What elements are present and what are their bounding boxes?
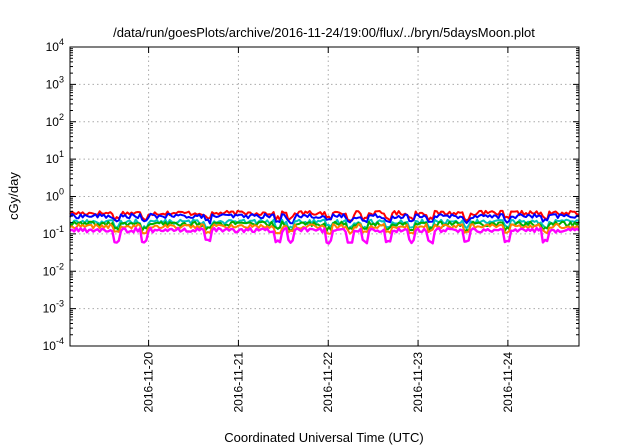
x-tick-label: 2016-11-24 [501, 352, 515, 413]
x-tick-label: 2016-11-20 [142, 352, 156, 413]
chart-title: /data/run/goesPlots/archive/2016-11-24/1… [113, 25, 535, 40]
y-tick-label: 103 [46, 74, 64, 91]
y-tick-label: 102 [46, 112, 64, 129]
y-tick-label: 100 [46, 187, 64, 204]
series-group [69, 209, 580, 245]
x-tick-label: 2016-11-23 [411, 352, 425, 413]
series-line [69, 226, 580, 245]
x-axis-label: Coordinated Universal Time (UTC) [224, 430, 423, 445]
x-tick-label: 2016-11-21 [231, 352, 245, 413]
series-line [69, 218, 580, 231]
series-line [69, 209, 580, 222]
y-axis-label: cGy/day [6, 172, 21, 220]
y-tick-label: 10-1 [43, 224, 64, 241]
ticks: 10-4 10-3 10-2 10-1 100 101 102 103 104 2016-11-2… [43, 37, 579, 413]
series-line [69, 212, 580, 225]
series-line [69, 220, 580, 233]
y-tick-label: 101 [46, 149, 64, 166]
y-tick-label: 10-2 [43, 261, 64, 278]
y-tick-label: 10-3 [43, 299, 64, 316]
y-tick-label: 104 [46, 37, 64, 54]
grid [70, 47, 579, 346]
x-tick-label: 2016-11-22 [321, 352, 335, 413]
y-tick-label: 10-4 [43, 336, 64, 353]
